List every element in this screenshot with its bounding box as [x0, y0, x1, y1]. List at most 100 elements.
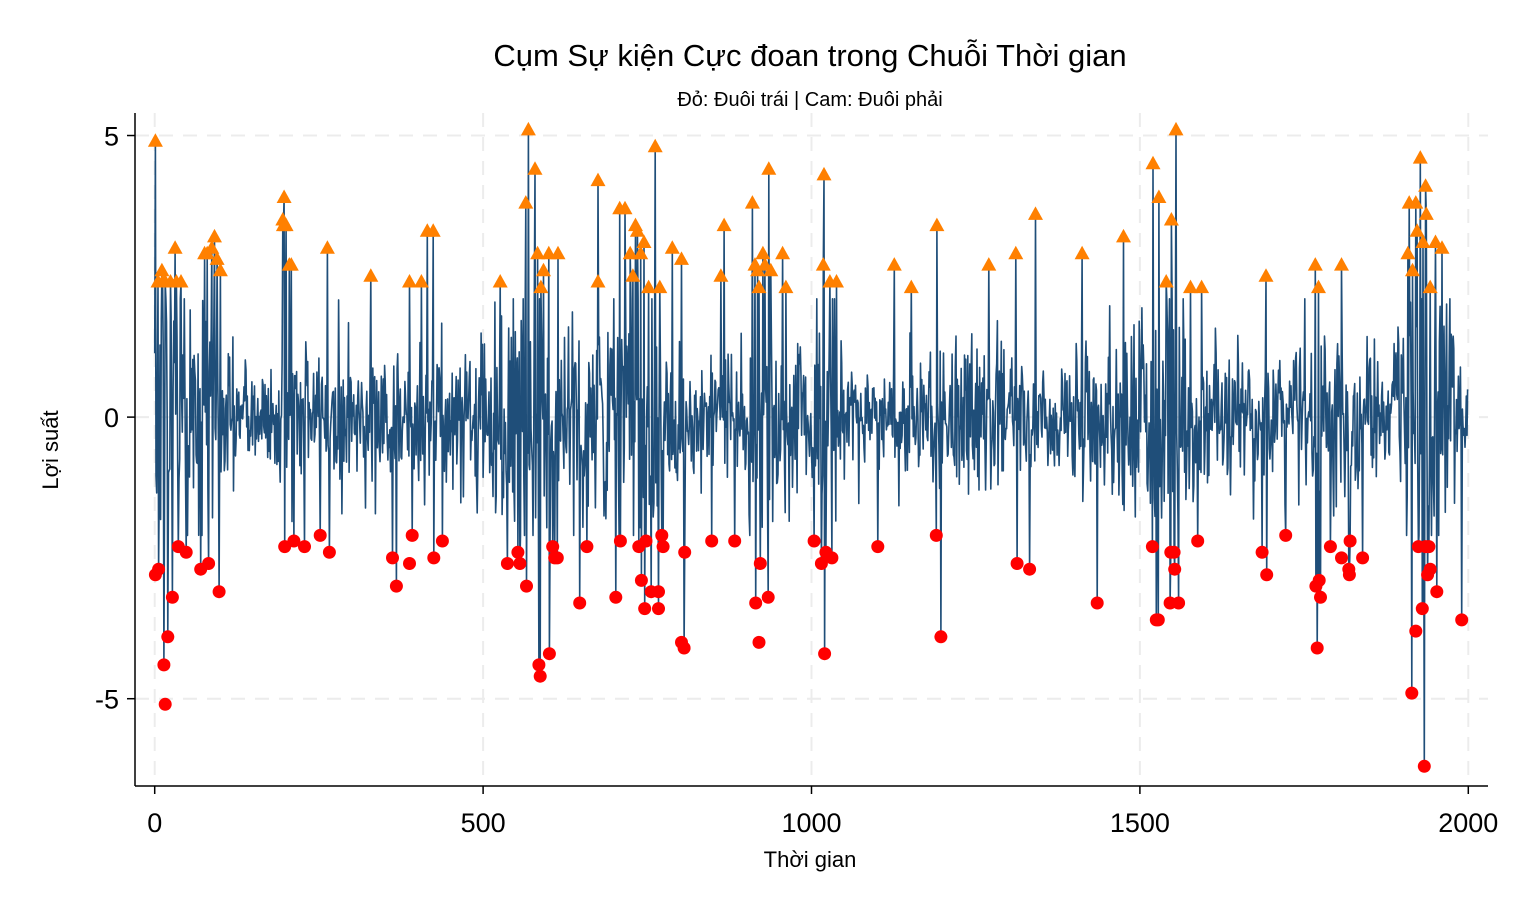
x-axis-label: Thời gian [764, 847, 857, 872]
left-tail-point [1335, 551, 1348, 565]
left-tail-point [1430, 585, 1444, 599]
right-tail-point [530, 245, 546, 260]
left-tail-point [1323, 540, 1337, 554]
left-tail-point [1310, 641, 1324, 655]
right-tail-point [518, 195, 534, 209]
right-tail-point [674, 251, 689, 265]
left-tail-point [322, 545, 336, 559]
y-tick-label: 5 [104, 122, 119, 152]
left-tail-point [1343, 534, 1357, 548]
left-tail-point [405, 528, 419, 542]
left-tail-point [157, 658, 171, 672]
x-tick-label: 2000 [1438, 808, 1498, 838]
left-tail-point [656, 540, 670, 554]
right-tail-point [154, 262, 170, 277]
left-tail-point [1145, 540, 1159, 554]
right-tail-point [1194, 279, 1210, 294]
left-tail-point [1023, 562, 1037, 576]
right-tail-point [622, 245, 638, 260]
left-tail-point [435, 534, 449, 548]
left-tail-point [752, 635, 766, 649]
left-tail-point [1168, 562, 1182, 576]
right-tail-point [425, 223, 441, 237]
right-tail-point [751, 279, 767, 294]
left-tail-point [634, 573, 648, 587]
left-tail-point [580, 540, 594, 554]
left-tail-point [542, 647, 556, 661]
left-tail-markers [148, 528, 1469, 773]
right-tail-point [147, 133, 163, 147]
right-tail-point [1258, 268, 1274, 282]
right-tail-point [1116, 228, 1131, 243]
right-tail-point [716, 217, 732, 232]
right-tail-point [402, 274, 417, 288]
left-tail-point [1260, 568, 1274, 582]
left-tail-point [652, 602, 665, 616]
right-tail-point [1163, 212, 1179, 226]
left-tail-point [212, 585, 226, 599]
right-tail-point [276, 189, 292, 203]
left-tail-point [158, 697, 172, 711]
right-tail-point [886, 257, 902, 271]
right-tail-point [625, 268, 641, 282]
left-tail-point [1405, 686, 1419, 700]
left-tail-point [152, 562, 166, 576]
right-tail-point [1008, 245, 1024, 260]
right-tail-point [492, 274, 508, 288]
y-tick-label: -5 [95, 685, 119, 715]
right-tail-point [1422, 279, 1438, 294]
left-tail-point [386, 551, 399, 565]
right-tail-markers [147, 121, 1450, 294]
right-tail-point [633, 245, 649, 260]
right-tail-point [829, 274, 844, 288]
left-tail-point [550, 551, 564, 565]
right-tail-point [778, 279, 794, 294]
left-tail-point [1415, 602, 1429, 616]
left-tail-point [403, 557, 416, 570]
right-tail-point [1028, 206, 1043, 220]
right-tail-point [750, 262, 766, 277]
left-tail-point [179, 545, 193, 559]
right-tail-point [1408, 195, 1424, 209]
y-ticks: -5 0 5 [95, 122, 135, 715]
right-tail-point [1168, 121, 1184, 136]
right-tail-point [363, 268, 379, 282]
right-tail-point [1428, 234, 1443, 248]
right-tail-point [1418, 206, 1434, 220]
left-tail-point [1409, 624, 1423, 638]
left-tail-point [513, 557, 527, 570]
left-tail-point [1172, 596, 1186, 610]
x-tick-label: 500 [461, 808, 506, 838]
left-tail-point [677, 641, 691, 655]
left-tail-point [427, 551, 441, 565]
right-tail-point [173, 274, 189, 288]
right-tail-point [1311, 279, 1326, 294]
right-tail-point [816, 166, 832, 181]
right-tail-point [167, 240, 183, 254]
x-tick-label: 1500 [1110, 808, 1170, 838]
left-tail-point [609, 590, 623, 604]
left-tail-point [533, 669, 547, 683]
right-tail-point [761, 161, 777, 175]
right-tail-point [929, 217, 945, 232]
right-tail-point [1434, 240, 1450, 254]
right-tail-point [1183, 279, 1198, 294]
x-tick-label: 0 [147, 808, 162, 838]
right-tail-point [652, 279, 668, 294]
right-tail-point [520, 121, 536, 136]
left-tail-point [1312, 573, 1326, 587]
left-tail-point [749, 596, 763, 610]
left-tail-point [871, 540, 885, 554]
left-tail-point [825, 551, 839, 565]
right-tail-point [755, 245, 771, 260]
left-tail-point [573, 596, 587, 610]
left-tail-point [652, 585, 665, 599]
series-line [153, 129, 1469, 768]
left-tail-point [287, 534, 301, 548]
right-tail-point [713, 268, 729, 282]
right-tail-point [536, 262, 551, 277]
right-tail-point [1412, 150, 1428, 164]
x-tick-label: 1000 [781, 808, 841, 838]
left-tail-point [639, 534, 653, 548]
